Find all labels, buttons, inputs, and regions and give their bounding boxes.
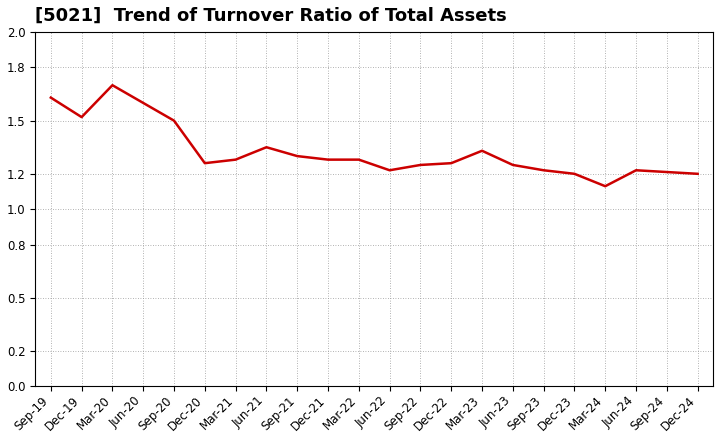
Text: [5021]  Trend of Turnover Ratio of Total Assets: [5021] Trend of Turnover Ratio of Total … xyxy=(35,7,507,25)
